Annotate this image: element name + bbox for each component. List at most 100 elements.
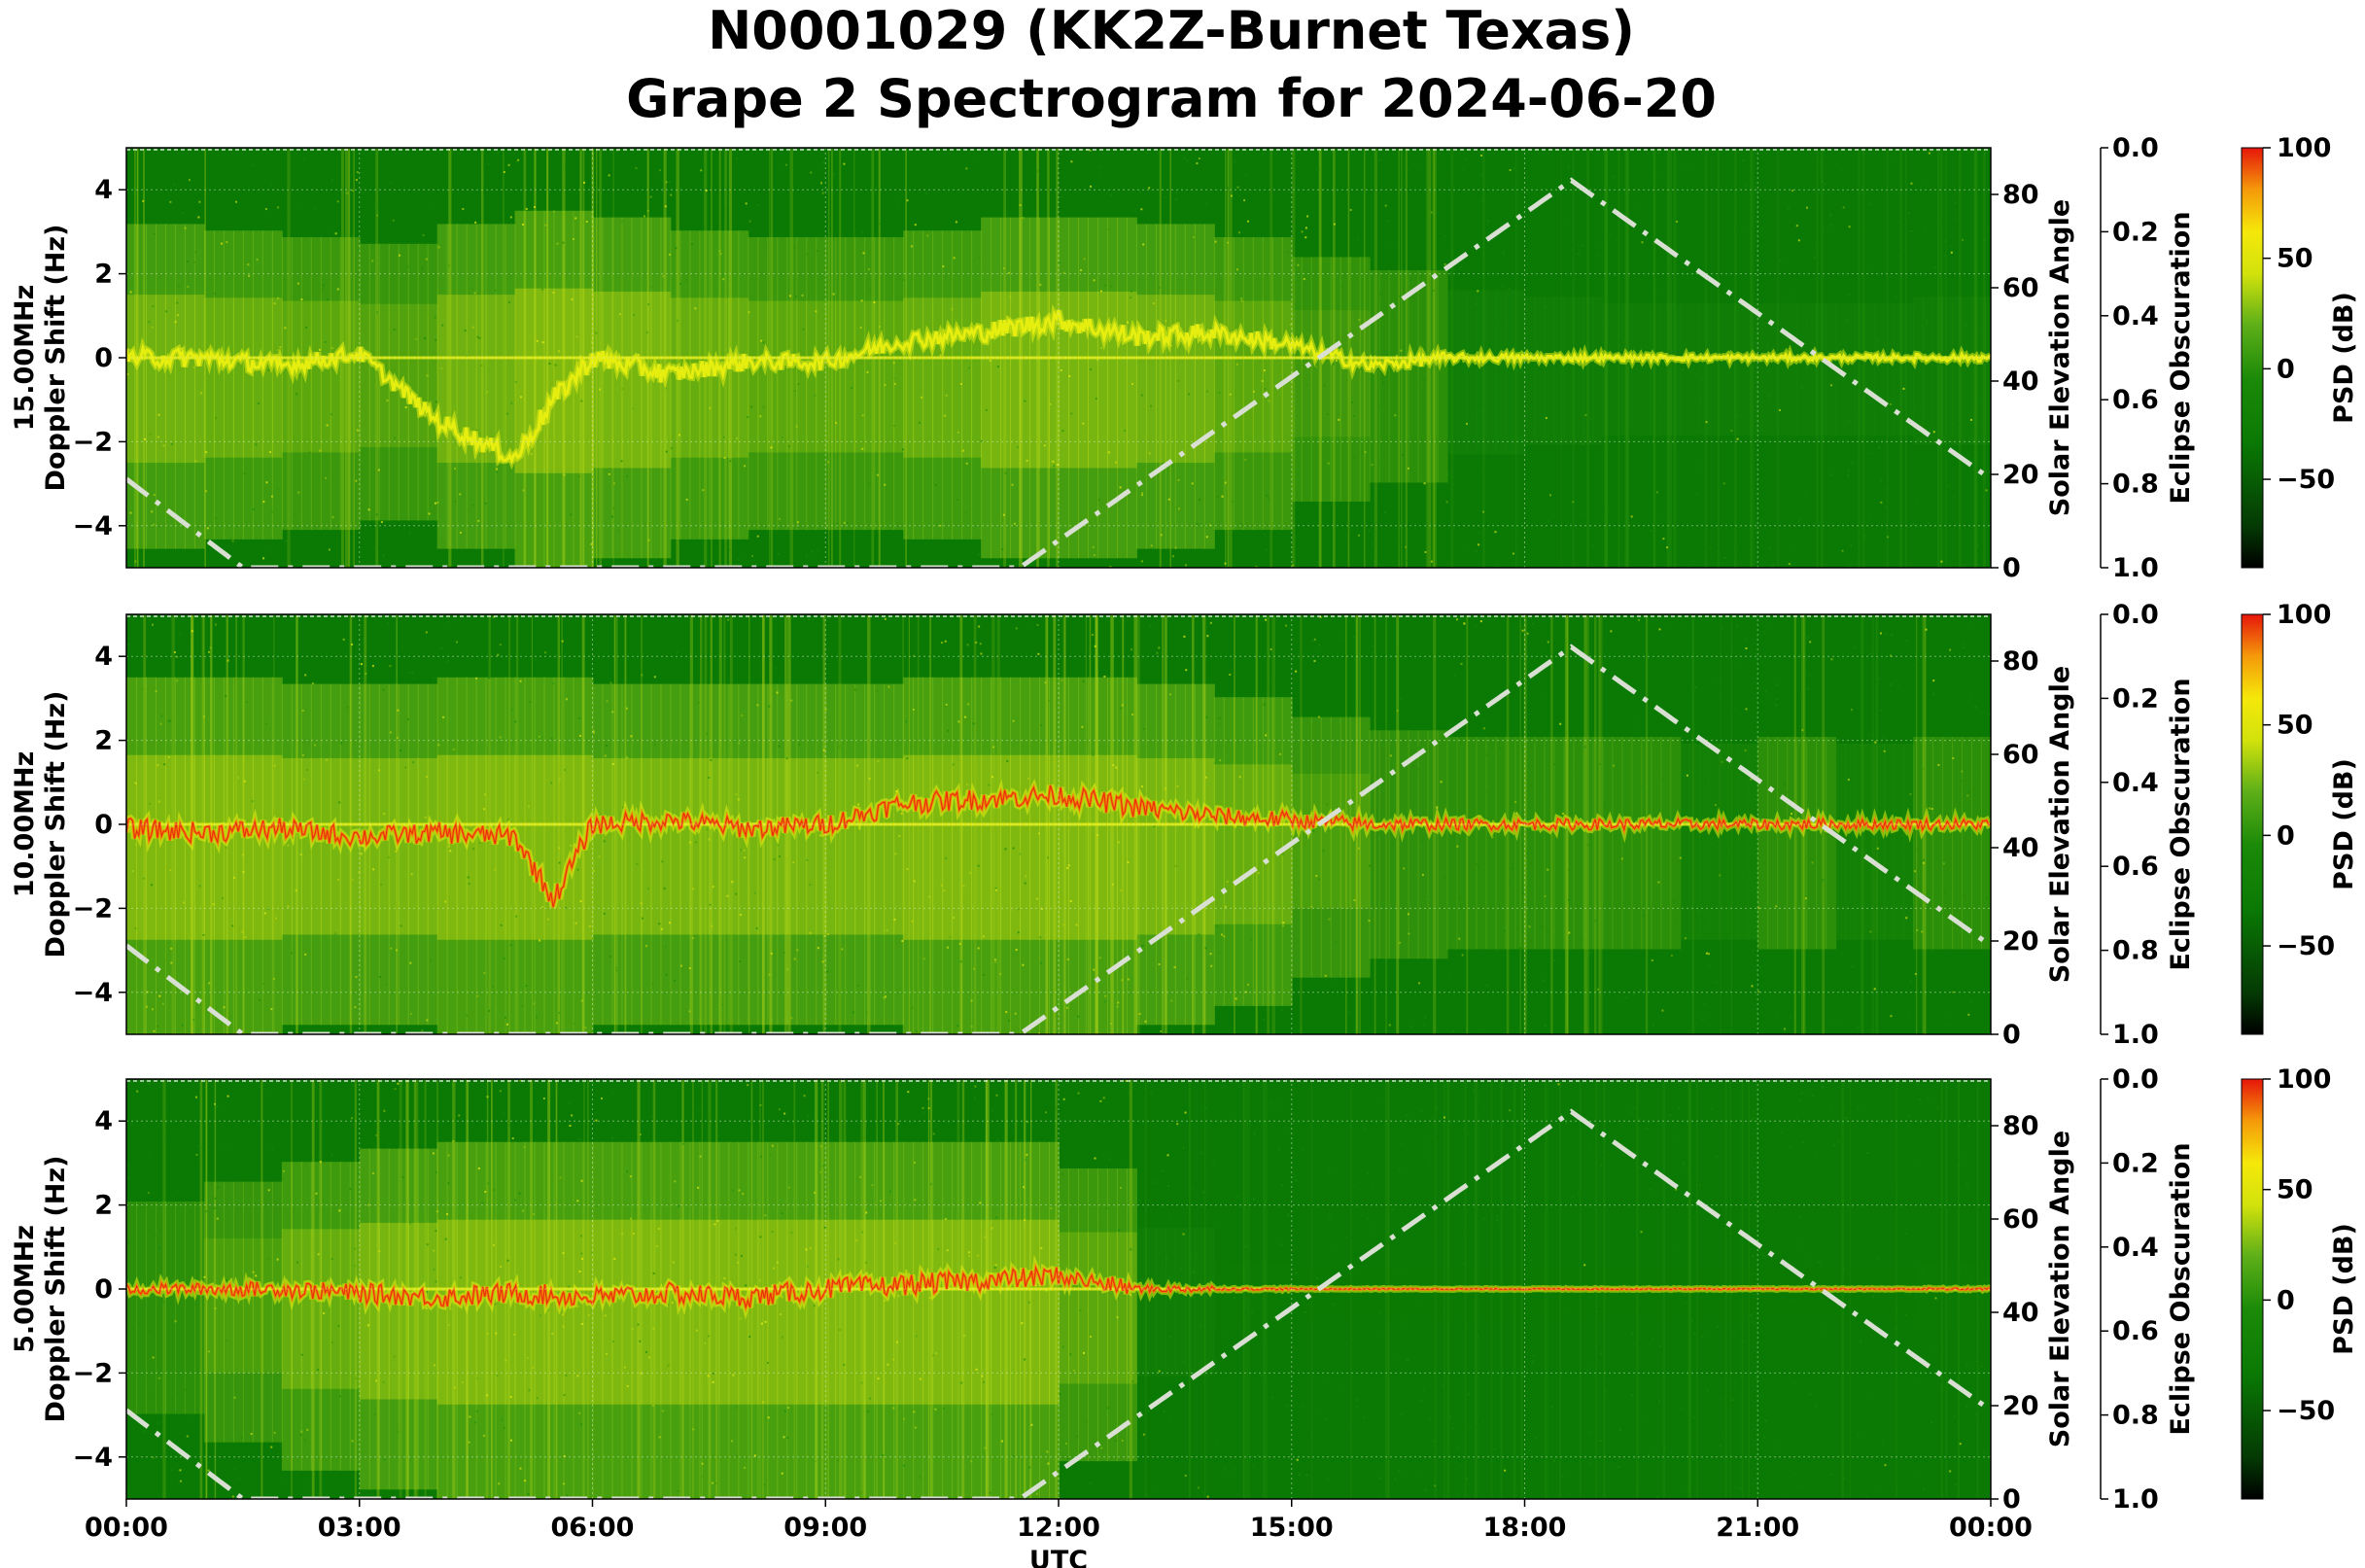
haze-core	[1242, 764, 1254, 924]
speckle-dot	[1513, 167, 1515, 170]
haze-core	[495, 754, 506, 940]
speckle-dot	[1397, 536, 1400, 539]
speckle-dot	[1167, 1188, 1170, 1191]
speckle-dot	[951, 308, 954, 311]
speckle-dot	[475, 1410, 478, 1412]
speckle-dot	[1121, 979, 1124, 982]
haze-column	[991, 1141, 1002, 1499]
speckle-dot	[1845, 318, 1848, 321]
haze-column	[1748, 743, 1759, 940]
speckle-dot	[645, 331, 648, 334]
haze-core	[466, 1219, 477, 1405]
haze-column	[1039, 217, 1051, 559]
speckle-dot	[727, 618, 730, 621]
haze-core	[436, 754, 448, 940]
speckle-dot	[702, 489, 705, 492]
speckle-dot	[1851, 708, 1854, 711]
haze-column	[573, 210, 584, 568]
speckle-dot	[225, 694, 227, 697]
speckle-dot	[299, 854, 302, 856]
speckle-dot	[1384, 204, 1387, 207]
speckle-dot	[1246, 220, 1249, 223]
speckle-dot	[1257, 1454, 1260, 1457]
haze-core	[825, 1219, 837, 1405]
speckle-dot	[1420, 1399, 1423, 1402]
haze-column	[1427, 730, 1439, 959]
speckle-dot	[1012, 847, 1015, 850]
speckle-dot	[925, 541, 928, 544]
speckle-dot	[558, 861, 561, 864]
speckle-dot	[131, 1327, 134, 1330]
speckle-dot	[126, 1489, 129, 1492]
speckle-dot	[939, 354, 942, 357]
haze-column	[1903, 303, 1915, 436]
speckle-dot	[197, 216, 200, 219]
haze-column	[1680, 303, 1691, 436]
speckle-dot	[1024, 1159, 1026, 1162]
haze-core	[1049, 291, 1060, 469]
speckle-dot	[1332, 1303, 1335, 1306]
speckle-dot	[893, 377, 896, 380]
speckle-dot	[1686, 273, 1688, 276]
haze-column	[1573, 1268, 1583, 1319]
haze-column	[1010, 1141, 1022, 1499]
speckle-dot	[1544, 895, 1547, 898]
haze-column	[1806, 303, 1818, 436]
speckle-dot	[563, 769, 566, 772]
speckle-dot	[838, 668, 841, 671]
speckle-dot	[1070, 160, 1073, 163]
haze-core	[1135, 757, 1147, 935]
haze-column	[1670, 1268, 1681, 1319]
speckle-dot	[621, 220, 624, 223]
x-tick-label: 00:00	[1949, 1513, 2033, 1543]
haze-column	[1845, 743, 1857, 940]
haze-core	[641, 1219, 652, 1405]
speckle-dot	[1814, 246, 1817, 249]
speckle-dot	[1328, 918, 1331, 921]
haze-core	[670, 757, 681, 935]
speckle-dot	[279, 346, 282, 349]
speckle-dot	[661, 1410, 664, 1412]
speckle-dot	[572, 237, 574, 240]
speckle-dot	[1620, 857, 1623, 860]
speckle-dot	[212, 614, 215, 617]
speckle-dot	[1391, 312, 1394, 315]
speckle-dot	[1400, 349, 1403, 352]
speckle-dot	[1401, 453, 1404, 456]
speckle-dot	[1699, 466, 1702, 469]
speckle-dot	[928, 1297, 931, 1300]
speckle-dot	[1874, 741, 1877, 744]
haze-core	[942, 1219, 954, 1405]
x-axis-label: UTC	[1029, 1546, 1088, 1568]
haze-core	[1330, 773, 1341, 909]
speckle-dot	[1861, 747, 1863, 749]
speckle-dot	[934, 1408, 937, 1411]
haze-column	[1456, 737, 1468, 950]
speckle-dot	[152, 1456, 155, 1459]
speckle-dot	[1139, 560, 1142, 563]
speckle-dot	[1368, 920, 1371, 923]
speckle-dot	[921, 396, 923, 399]
speckle-dot	[1687, 1486, 1689, 1489]
haze-column	[1330, 716, 1341, 978]
speckle-dot	[865, 1211, 868, 1214]
speckle-dot	[895, 789, 898, 792]
haze-column	[767, 237, 779, 531]
haze-core	[164, 754, 176, 940]
haze-column	[825, 1141, 837, 1499]
speckle-dot	[868, 778, 871, 781]
haze-core	[193, 295, 205, 464]
y-tick-label: 2	[94, 1191, 113, 1221]
speckle-dot	[1186, 977, 1189, 980]
speckle-dot	[1751, 1272, 1754, 1275]
speckle-dot	[1522, 892, 1525, 895]
speckle-dot	[142, 199, 145, 202]
speckle-dot	[773, 1267, 776, 1270]
haze-core	[573, 1219, 584, 1405]
haze-core	[252, 1237, 263, 1374]
speckle-dot	[1634, 203, 1637, 206]
speckle-dot	[991, 1413, 993, 1416]
haze-column	[611, 1141, 623, 1499]
haze-column	[1952, 296, 1964, 445]
